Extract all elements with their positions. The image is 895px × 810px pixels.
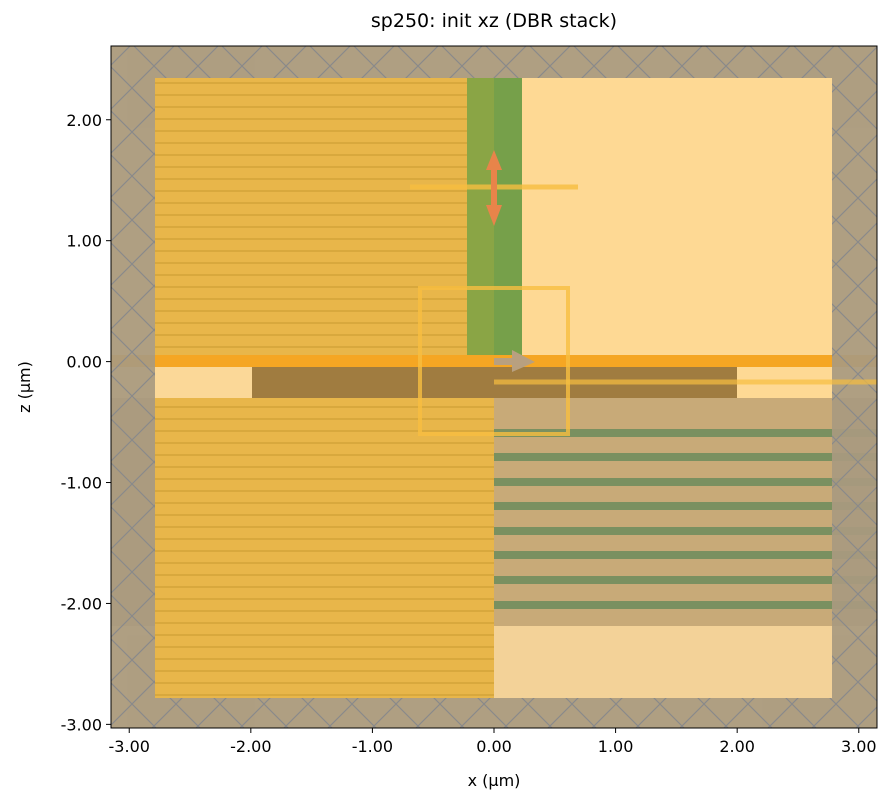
y-tick-label: -2.00 (61, 594, 102, 613)
x-tick-label: 2.00 (719, 737, 755, 756)
region (494, 78, 522, 355)
x-tick-label: -2.00 (230, 737, 271, 756)
region (155, 367, 252, 398)
x-axis-label: x (µm) (468, 771, 521, 790)
y-tick-label: -1.00 (61, 474, 102, 493)
y-tick-label: -3.00 (61, 715, 102, 734)
region (467, 78, 494, 355)
chart-title: sp250: init xz (DBR stack) (371, 10, 617, 32)
x-tick-label: 3.00 (841, 737, 877, 756)
y-axis-label: z (µm) (15, 361, 34, 413)
pml-hatch (111, 46, 877, 728)
x-tick-label: -3.00 (109, 737, 150, 756)
monitor (418, 286, 570, 436)
layers (155, 398, 494, 698)
x-tick-label: 1.00 (598, 737, 634, 756)
region (494, 626, 832, 698)
y-tick-label: 2.00 (66, 111, 102, 130)
x-tick-label: -1.00 (352, 737, 393, 756)
layers (155, 78, 494, 361)
y-tick-label: 0.00 (66, 353, 102, 372)
polarization-arrow (486, 150, 502, 226)
dbr-stripes (494, 429, 877, 609)
y-tick-label: 1.00 (66, 232, 102, 251)
direction-arrow (494, 350, 535, 372)
structure (111, 46, 877, 728)
x-tick-label: 0.00 (476, 737, 512, 756)
